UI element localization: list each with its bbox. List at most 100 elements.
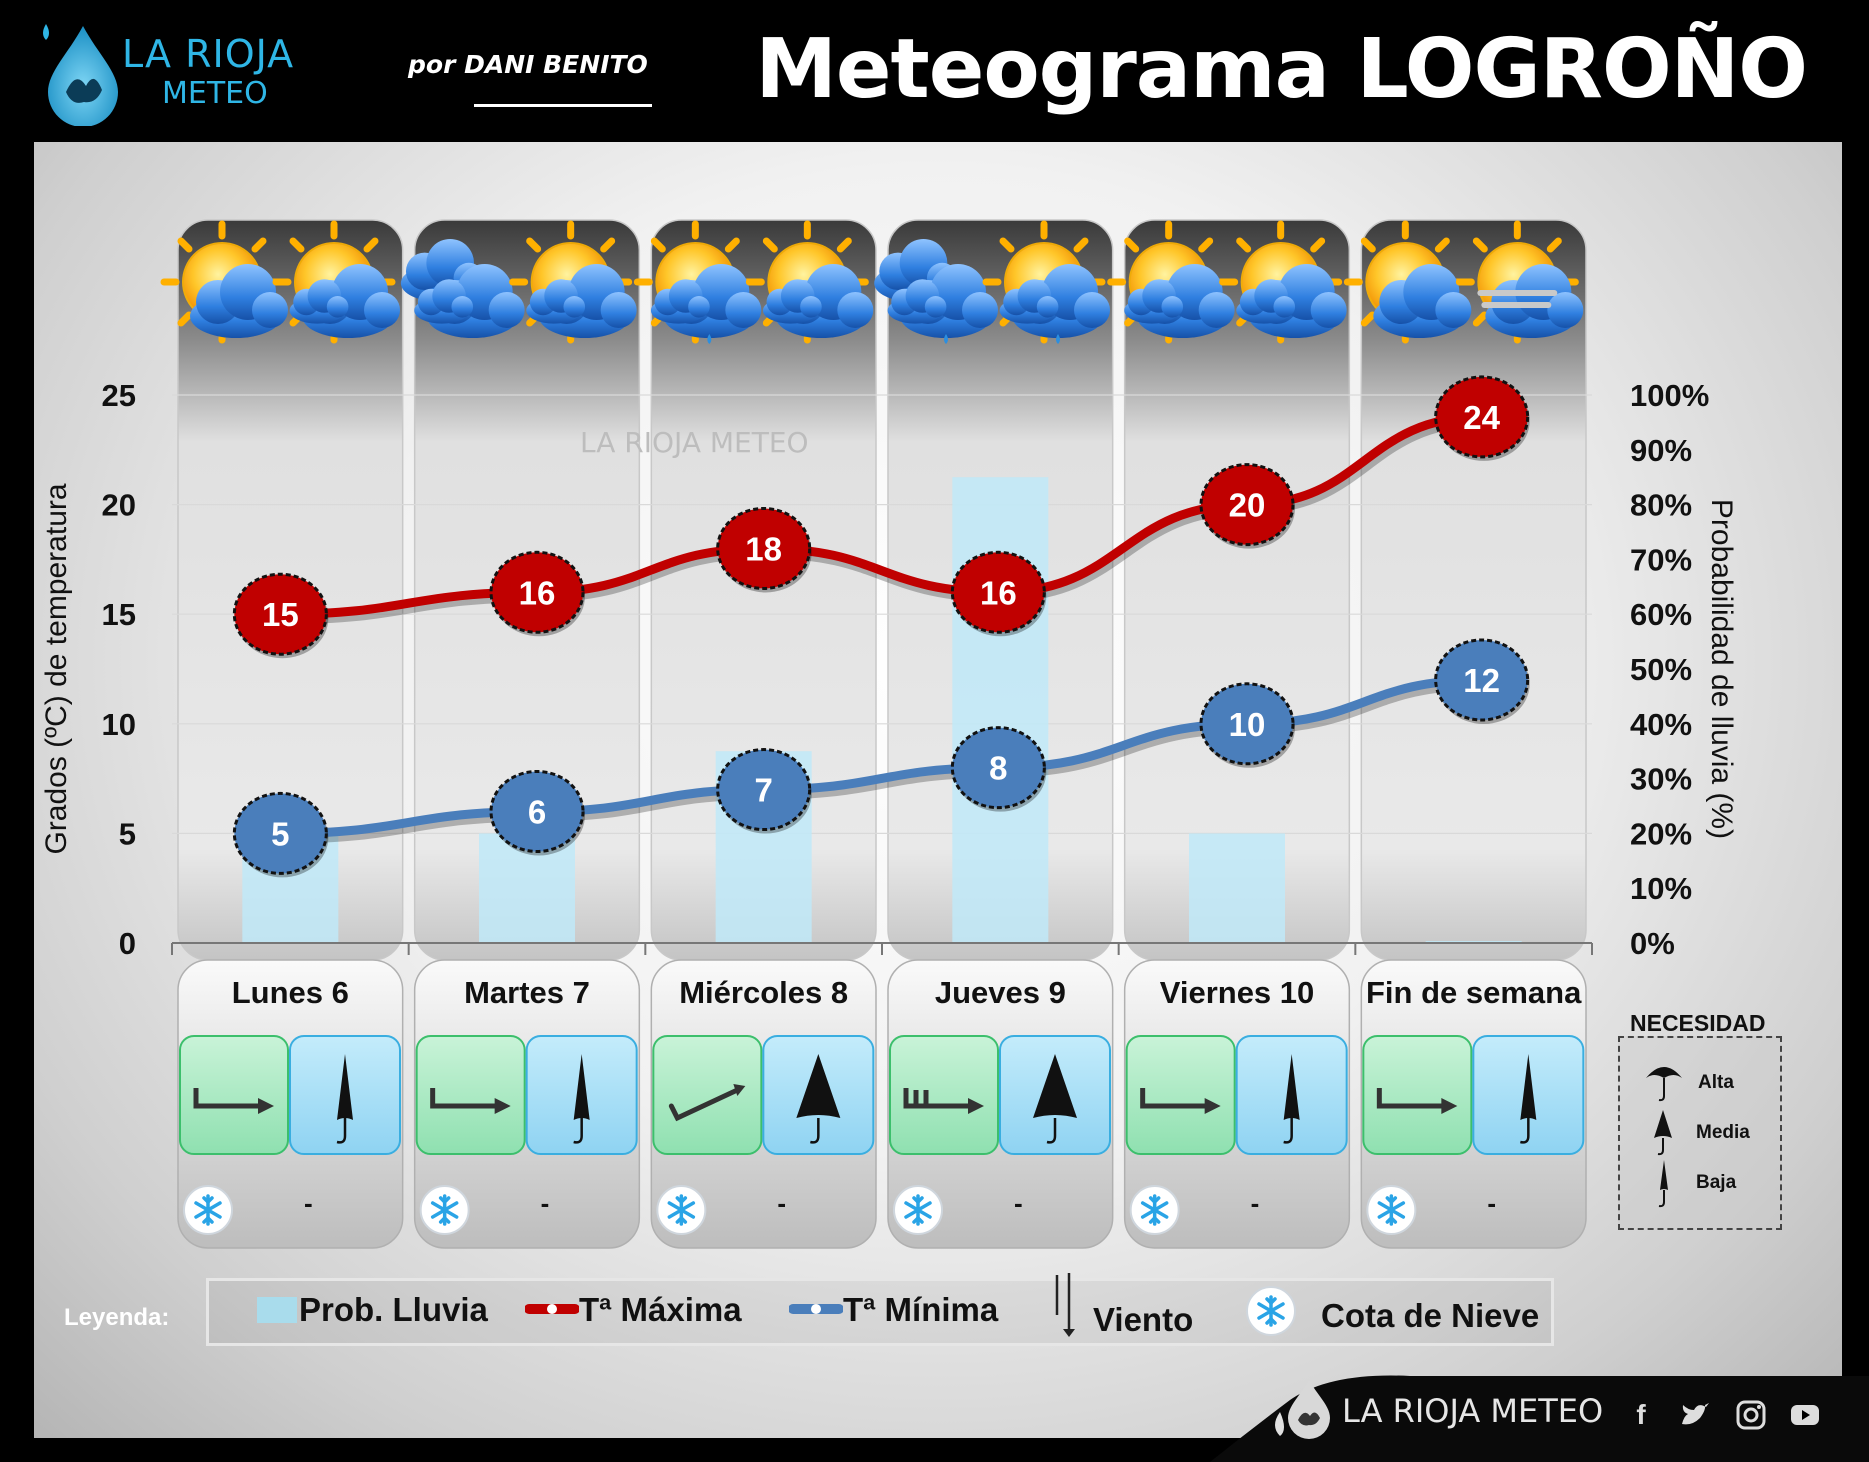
umbrella-open-icon: [1646, 1067, 1682, 1102]
tmin-point: 8: [950, 726, 1047, 812]
legend-wind-label: Viento: [1093, 1301, 1194, 1338]
footer-drop-logo-icon: [1288, 1380, 1330, 1439]
necesidad-media-label: Media: [1696, 1122, 1750, 1143]
data-label: 6: [528, 793, 546, 830]
snow-level-value: -: [777, 1188, 786, 1218]
tmax-point: 16: [489, 550, 585, 637]
footer-brand: LA RIOJA METEO: [1342, 1392, 1604, 1430]
legend-rain-label: Prob. Lluvia: [299, 1291, 488, 1328]
umbrella-baja-icon: [1283, 1054, 1300, 1144]
legend-tmin-swatch: [789, 1304, 843, 1314]
snowflake-icon: [892, 1184, 944, 1236]
water-drop-logo-icon: [43, 24, 118, 126]
rain-probability-bar: [1189, 833, 1285, 943]
day-label: Jueves 9: [935, 975, 1066, 1010]
y-tick-label: 15: [102, 597, 136, 632]
wind-west-weak-icon: [1140, 1088, 1221, 1114]
tmin-point: 12: [1434, 638, 1530, 724]
logo-text-line2: METEO: [162, 76, 268, 111]
umbrella-baja-icon: [1520, 1054, 1537, 1144]
wind-box: [652, 1035, 763, 1155]
wind-box: [1362, 1035, 1473, 1155]
tmin-point: 5: [232, 791, 329, 878]
legend-label: Leyenda:: [64, 1304, 170, 1331]
y2-tick-label: 0%: [1630, 926, 1675, 961]
legend-tmax-label: Tª Máxima: [579, 1291, 742, 1328]
data-label: 5: [271, 815, 289, 852]
wind-box: [179, 1035, 289, 1155]
tmax-point: 24: [1434, 375, 1530, 461]
snowflake-icon: [418, 1184, 471, 1236]
tmax-point: 15: [232, 572, 329, 659]
data-label: 8: [989, 750, 1007, 787]
twitter-icon[interactable]: [1678, 1398, 1712, 1432]
legend-wind-icon: [1055, 1273, 1075, 1337]
data-label: 7: [754, 772, 772, 809]
day-label: Viernes 10: [1160, 975, 1315, 1010]
y2-tick-label: 100%: [1630, 378, 1709, 413]
la-rioja-meteo-logo[interactable]: LA RIOJA METEO: [38, 14, 328, 126]
snow-level-value: -: [1251, 1188, 1260, 1218]
y2-tick-label: 60%: [1630, 597, 1692, 632]
facebook-icon[interactable]: f: [1636, 1399, 1646, 1430]
y-tick-label: 5: [119, 816, 136, 851]
y2-tick-label: 30%: [1630, 762, 1692, 797]
data-label: 18: [745, 530, 782, 567]
umbrella-closed-icon: [1658, 1160, 1668, 1208]
legend-tmin-label: Tª Mínima: [843, 1291, 999, 1328]
legend-snowflake-icon: [1245, 1285, 1297, 1337]
header: LA RIOJA METEO por DANI BENITO Meteogram…: [0, 0, 1869, 140]
day-label: Martes 7: [464, 975, 590, 1010]
data-label: 16: [980, 574, 1017, 611]
tmin-point: 7: [716, 748, 812, 834]
tmax-point: 18: [716, 506, 812, 593]
snow-level-value: -: [304, 1188, 313, 1218]
sun-clouds-light-rain-icon: [637, 224, 762, 344]
wind-west-moderate-icon: [903, 1088, 984, 1114]
y2-tick-label: 10%: [1630, 871, 1692, 906]
snowflake-icon: [1128, 1184, 1181, 1236]
rain-probability-bar: [479, 833, 575, 943]
snow-level-2: -: [418, 1184, 550, 1236]
page-title: Meteograma LOGROÑO: [755, 22, 1808, 117]
day-label: Lunes 6: [232, 975, 349, 1010]
snow-level-5: -: [1128, 1184, 1260, 1236]
y2-tick-label: 70%: [1630, 542, 1692, 577]
clouds-light-rain-icon: [874, 239, 998, 344]
logo-text-line1: LA RIOJA: [122, 32, 295, 76]
data-label: 16: [519, 574, 556, 611]
snow-level-value: -: [541, 1188, 550, 1218]
necesidad-alta-label: Alta: [1698, 1072, 1734, 1093]
tmin-point: 6: [489, 769, 585, 856]
snow-level-value: -: [1014, 1188, 1023, 1218]
legend-snow-label: Cota de Nieve: [1321, 1297, 1540, 1334]
wind-west-weak-icon: [430, 1088, 511, 1114]
snow-level-3: -: [655, 1184, 786, 1236]
y2-tick-label: 90%: [1630, 433, 1692, 468]
y-axis-label: Grados (ºC) de temperatura: [40, 483, 73, 854]
instagram-icon[interactable]: [1734, 1398, 1768, 1432]
umbrella-half-icon: [1654, 1110, 1672, 1156]
footer-band: [1210, 1375, 1869, 1462]
y2-tick-label: 80%: [1630, 488, 1692, 523]
data-label: 12: [1463, 662, 1500, 699]
day-label: Fin de semana: [1366, 975, 1582, 1010]
snowflake-icon: [655, 1184, 708, 1236]
tmin-point: 10: [1199, 682, 1295, 768]
wind-west-weak-icon: [1376, 1088, 1458, 1114]
data-label: 24: [1463, 399, 1500, 436]
umbrella-baja-icon: [573, 1054, 590, 1144]
day-label: Miércoles 8: [679, 975, 848, 1010]
youtube-icon[interactable]: [1788, 1398, 1822, 1432]
data-label: 10: [1229, 706, 1266, 743]
y2-tick-label: 40%: [1630, 707, 1692, 742]
wind-box: [415, 1035, 526, 1155]
necesidad-legend: Alta Media Baja: [1618, 1036, 1782, 1230]
wind-box: [1125, 1035, 1236, 1155]
necesidad-baja-label: Baja: [1696, 1172, 1737, 1193]
rain-probability-bar: [952, 477, 1049, 943]
sun-cloud-fog-icon: [1459, 224, 1584, 340]
wind-box: [889, 1035, 999, 1155]
umbrella-baja-icon: [336, 1054, 353, 1144]
y-tick-label: 10: [102, 707, 136, 742]
